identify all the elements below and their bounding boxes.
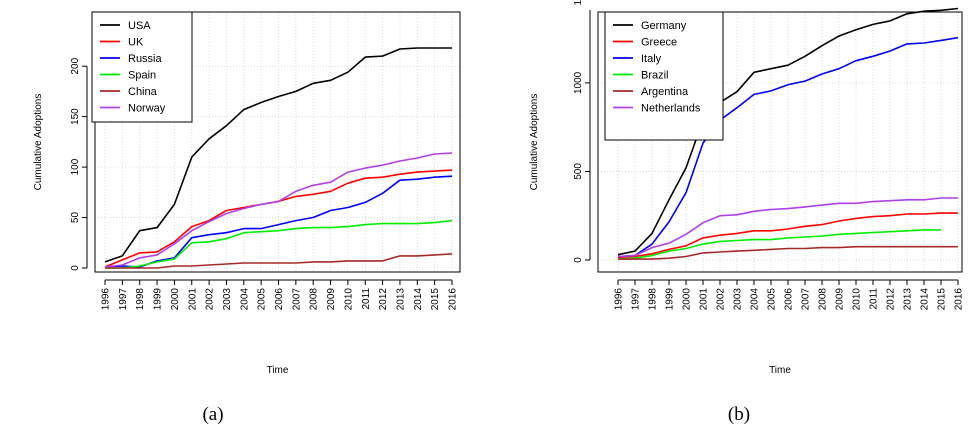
x-tick-label: 1998 [648,288,659,311]
x-tick-label: 2008 [818,288,829,311]
series-line-russia [104,175,453,268]
x-tick-label: 1997 [118,288,129,311]
legend-box [604,11,724,141]
chart-b: 0 500 1000 1500 1996 1997 1998 1999 2000 2001 2002… [529,0,965,425]
x-tick-label: 1996 [614,288,625,311]
plot-frame [94,11,461,273]
series-line-argentina [618,245,958,260]
x-tick-label: 2002 [716,288,727,311]
x-tick-label: 2007 [801,288,812,311]
y-tick-label: 0 [70,265,81,271]
y-tick-label: 1500 [573,0,584,5]
series-line-spain [105,219,453,269]
x-tick-label: 2003 [222,288,233,311]
series-line-greece [617,212,958,259]
y-tick-label: 1000 [573,71,584,94]
x-tick-label: 2007 [291,288,302,311]
legend-entry: Brazil [641,70,669,82]
legend-entry: China [128,86,158,98]
x-axis-label: Time [769,365,791,376]
y-tick-label: 150 [70,108,81,125]
legend-entry: Spain [128,70,156,82]
x-tick-label: 2001 [187,288,198,311]
legend-entry: Argentina [641,86,689,98]
x-tick-label: 2005 [257,288,268,311]
legend-entry: Germany [641,20,687,32]
legend-entry: USA [128,20,151,32]
x-tick-label: 2005 [767,288,778,311]
legend-entry: UK [128,37,144,49]
x-tick-label: 2010 [852,288,863,311]
x-tick-label: 2013 [903,288,914,311]
x-tick-label: 2010 [343,288,354,311]
series-line-netherlands [617,197,958,258]
y-axis-label: Cumulative Adoptions [33,94,44,191]
x-tick-label: 2012 [886,288,897,311]
x-tick-label: 2004 [750,288,761,311]
series-line-usa [104,47,452,263]
x-axis-label: Time [267,365,289,376]
y-tick-label: 50 [70,212,81,224]
x-tick-label: 2009 [326,288,337,311]
x-tick-label: 2012 [378,288,389,311]
y-tick-label: 200 [70,57,81,74]
x-tick-label: 2011 [869,288,880,310]
x-tick-label: 2000 [170,288,181,311]
x-tick-label: 1999 [665,288,676,311]
x-tick-label: 2016 [954,288,965,311]
chart-a: 0 50 100 150 200 1996 1997 1998 1999 2000 2001 2002… [33,11,461,425]
series-line-italy [617,36,959,258]
x-tick-label: 2016 [448,288,459,311]
legend: Germany Greece Italy Brazil Argentina Netherl… [604,11,724,141]
legend-box [91,11,193,123]
x-tick-label: 1999 [153,288,164,311]
x-tick-label: 2006 [274,288,285,311]
legend-entry: Greece [641,37,677,49]
x-tick-label: 2011 [361,288,372,310]
x-tick-label: 2014 [413,288,424,311]
legend: USA UK Russia Spain China Norway [91,11,193,123]
series-line-brazil [617,229,941,260]
legend-entry: Netherlands [641,103,701,115]
x-tick-label: 2013 [395,288,406,311]
y-tick-label: 0 [573,257,584,263]
x-tick-label: 2009 [835,288,846,311]
x-tick-label: 1998 [135,288,146,311]
x-tick-label: 2006 [784,288,795,311]
x-tick-label: 2015 [937,288,948,311]
panel-caption: (a) [202,404,223,425]
x-tick-label: 1996 [101,288,112,311]
y-axis-label: Cumulative Adoptions [529,94,540,191]
panel-caption: (b) [728,404,750,425]
x-tick-label: 2001 [699,288,710,311]
series-line-china [105,253,453,269]
x-tick-label: 2000 [682,288,693,311]
series-line-germany [617,7,959,256]
y-tick-label: 500 [573,163,584,180]
x-tick-label: 2014 [920,288,931,311]
legend-entry: Russia [128,53,163,65]
x-tick-label: 1997 [631,288,642,311]
series-line-norway [104,152,453,268]
x-tick-label: 2015 [430,288,441,311]
x-tick-label: 2008 [309,288,320,311]
plot-frame [597,11,963,273]
x-tick-label: 2002 [205,288,216,311]
x-tick-label: 2003 [733,288,744,311]
y-tick-label: 100 [70,158,81,175]
x-tick-label: 2004 [239,288,250,311]
legend-entry: Italy [641,53,662,65]
legend-entry: Norway [128,103,166,115]
